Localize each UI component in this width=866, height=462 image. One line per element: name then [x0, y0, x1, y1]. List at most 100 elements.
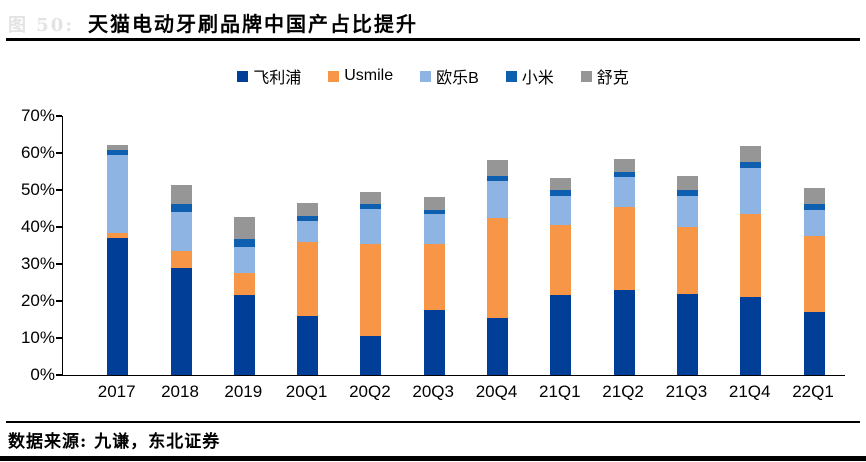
x-axis-label: 22Q1: [792, 382, 834, 401]
bar-20Q4: [487, 160, 508, 375]
bar-segment-xiaomi-2018: [170, 203, 192, 213]
bar-segment-xiaomi-20Q4: [487, 175, 508, 181]
legend-item-usmile: Usmile: [328, 67, 393, 85]
legend-label-philips: 飞利浦: [253, 70, 302, 87]
y-axis-label: 60%: [20, 143, 55, 162]
bar-segment-philips-2018: [170, 267, 192, 375]
legend-label-saky: 舒克: [596, 70, 629, 87]
bar-22Q1: [803, 188, 825, 375]
x-axis-label: 20Q4: [475, 382, 518, 401]
bar-segment-oral-b-20Q3: [423, 214, 445, 244]
bar-segment-philips-21Q2: [613, 289, 635, 375]
bar-segment-oral-b-20Q4: [487, 180, 508, 218]
x-axis-label: 21Q2: [602, 382, 644, 401]
legend-swatch-philips: [237, 70, 249, 82]
bar-segment-usmile-2017: [107, 232, 129, 239]
x-axis-label: 21Q4: [728, 382, 771, 401]
x-axis-label: 21Q1: [539, 382, 581, 401]
bar-21Q4: [740, 145, 762, 375]
bar-segment-philips-21Q1: [550, 295, 572, 375]
y-axis-tick: [56, 115, 62, 117]
bar-segment-philips-20Q3: [423, 310, 445, 375]
bar-segment-oral-b-2017: [107, 154, 129, 233]
chart-title: 天猫电动牙刷品牌中国产占比提升: [88, 12, 418, 36]
bar-segment-philips-20Q1: [297, 315, 319, 375]
bar-segment-xiaomi-2017: [107, 150, 129, 155]
legend-item-oral-b: 欧乐B: [420, 64, 479, 88]
bar-segment-philips-22Q1: [803, 312, 825, 375]
legend-label-xiaomi: 小米: [521, 70, 554, 87]
legend-item-philips: 飞利浦: [237, 64, 301, 88]
bar-20Q1: [297, 202, 319, 375]
bar-2018: [170, 185, 192, 375]
bar-segment-usmile-20Q4: [487, 217, 508, 318]
y-axis-tick: [56, 337, 62, 339]
data-source-note: 数据来源: 九谦，东北证券: [8, 432, 221, 452]
bar-segment-oral-b-21Q1: [550, 195, 572, 226]
bar-segment-xiaomi-21Q1: [550, 190, 572, 196]
bar-segment-saky-21Q3: [676, 176, 698, 191]
legend-item-xiaomi: 小米: [505, 64, 554, 88]
bar-segment-xiaomi-20Q1: [297, 215, 319, 222]
y-axis-tick: [56, 189, 62, 191]
bar-21Q1: [550, 177, 572, 375]
x-axis-label: 2017: [97, 382, 136, 401]
bar-segment-saky-21Q2: [613, 158, 635, 172]
bar-segment-oral-b-21Q4: [740, 167, 762, 215]
bar-segment-xiaomi-2019: [233, 239, 255, 248]
y-axis-label: 30%: [20, 254, 55, 273]
legend-swatch-usmile: [328, 70, 340, 82]
bar-2019: [233, 217, 255, 375]
y-axis-label: 50%: [20, 180, 55, 199]
bar-21Q2: [613, 158, 635, 375]
legend-swatch-saky: [580, 70, 592, 82]
y-axis-label: 0%: [30, 365, 55, 384]
bar-segment-usmile-21Q3: [676, 227, 698, 294]
bar-segment-oral-b-2019: [233, 247, 255, 274]
bar-segment-saky-2018: [170, 185, 192, 204]
chart-legend: 飞利浦 Usmile 欧乐B 小米 舒克: [0, 64, 866, 88]
bottom-border-bar: [0, 456, 866, 461]
bar-segment-xiaomi-20Q2: [360, 204, 382, 209]
bar-segment-oral-b-20Q1: [297, 221, 319, 242]
bar-segment-oral-b-21Q2: [613, 177, 635, 207]
bar-21Q3: [676, 176, 698, 375]
bar-segment-saky-20Q4: [487, 160, 508, 176]
legend-label-oral-b: 欧乐B: [436, 70, 479, 87]
x-axis-label: 20Q3: [412, 382, 454, 401]
bar-segment-saky-2017: [107, 144, 129, 151]
y-axis-tick: [56, 374, 62, 376]
bar-segment-saky-22Q1: [803, 188, 825, 205]
bar-segment-usmile-2018: [170, 251, 192, 268]
bar-segment-usmile-2019: [233, 273, 255, 296]
y-axis-tick: [56, 263, 62, 265]
bar-segment-philips-21Q3: [676, 293, 698, 375]
bar-segment-saky-20Q2: [360, 192, 382, 205]
y-axis-label: 10%: [20, 328, 55, 347]
bar-segment-usmile-21Q2: [613, 206, 635, 290]
y-axis-label: 40%: [20, 217, 55, 236]
x-axis-label: 2018: [161, 382, 199, 401]
bar-segment-oral-b-20Q2: [360, 208, 382, 244]
bar-20Q3: [423, 196, 445, 375]
footer-divider: [6, 421, 860, 423]
bar-segment-philips-20Q2: [360, 336, 382, 375]
bar-segment-xiaomi-22Q1: [803, 204, 825, 211]
bar-segment-usmile-21Q1: [550, 225, 572, 296]
legend-swatch-xiaomi: [505, 70, 517, 82]
bar-segment-saky-20Q3: [423, 196, 445, 210]
y-axis-label: 70%: [20, 106, 55, 125]
bar-segment-xiaomi-21Q4: [740, 161, 762, 168]
x-axis-label: 20Q1: [285, 382, 328, 401]
figure-number-label: 图 50:: [8, 15, 74, 36]
bar-segment-philips-2017: [107, 238, 129, 375]
bar-segment-saky-20Q1: [297, 202, 319, 216]
x-axis-label: 2019: [224, 382, 263, 401]
bar-segment-usmile-20Q1: [297, 241, 319, 316]
y-axis-tick: [56, 300, 62, 302]
bar-segment-philips-20Q4: [487, 317, 508, 375]
x-axis-label: 20Q2: [349, 382, 391, 401]
y-axis-tick: [56, 152, 62, 154]
bar-segment-xiaomi-21Q2: [613, 171, 635, 178]
